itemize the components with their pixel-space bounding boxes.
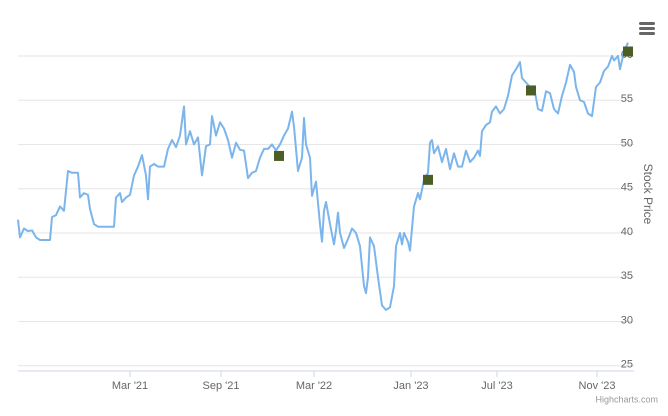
marker	[274, 150, 284, 161]
y-axis-title: Stock Price	[641, 164, 655, 225]
x-tick-label: Mar '21	[112, 380, 148, 392]
y-tick-label: 25	[621, 359, 633, 371]
y-tick-label: 30	[621, 314, 633, 326]
menu-bar	[639, 27, 655, 30]
menu-bar	[639, 22, 655, 25]
credits[interactable]: Highcharts.com	[595, 394, 658, 404]
marker	[623, 46, 633, 57]
y-tick-label: 55	[621, 93, 633, 105]
x-tick-label: Sep '21	[203, 380, 240, 392]
marker	[526, 85, 536, 96]
menu-bar	[639, 32, 655, 35]
y-tick-label: 35	[621, 270, 633, 282]
x-tick-label: Nov '23	[579, 380, 616, 392]
x-tick-label: Jan '23	[393, 380, 428, 392]
marker	[423, 174, 433, 185]
x-tick-label: Jul '23	[481, 380, 512, 392]
y-tick-label: 50	[621, 137, 633, 149]
menu-button[interactable]	[639, 22, 655, 35]
x-tick-label: Mar '22	[296, 380, 332, 392]
y-tick-label: 40	[621, 226, 633, 238]
y-tick-label: 45	[621, 182, 633, 194]
price-line	[17, 42, 629, 311]
